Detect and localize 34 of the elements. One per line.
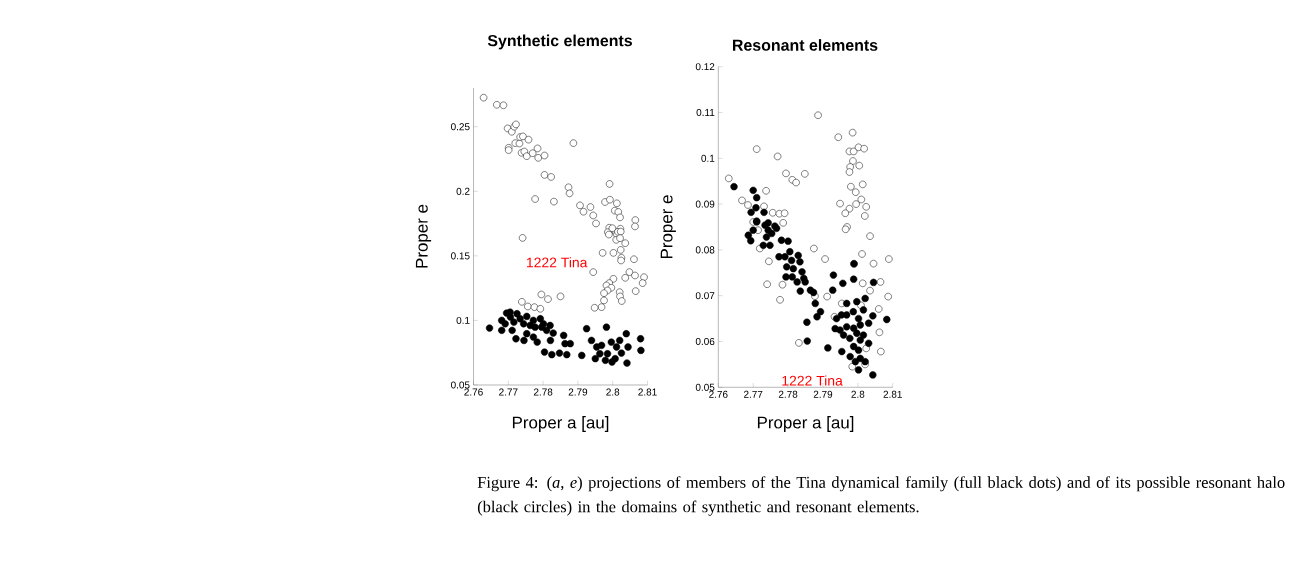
y-axis-title: Proper e — [660, 195, 676, 259]
y-tick-label: 0.11 — [696, 108, 715, 117]
y-tick-label: 0.05 — [695, 383, 715, 391]
chart-title: Resonant elements — [732, 39, 878, 51]
x-tick-label: 2.76 — [464, 388, 483, 396]
y-tick-label: 0.06 — [695, 337, 715, 346]
y-tick-label: 0.2 — [456, 187, 470, 195]
x-tick-label: 2.79 — [813, 390, 833, 398]
y-tick-label: 0.12 — [695, 63, 715, 71]
chart-title: Synthetic elements — [487, 34, 632, 50]
y-tick-label: 0.05 — [451, 381, 470, 389]
x-tick-label: 2.77 — [744, 390, 763, 398]
x-tick-label: 2.79 — [568, 388, 588, 396]
annotation: 1222 Tina — [782, 375, 843, 386]
y-tick-label: 0.1 — [456, 316, 470, 324]
y-tick-label: 0.15 — [451, 252, 470, 260]
x-axis-title: Proper a [au] — [757, 416, 854, 432]
x-tick-label: 2.81 — [883, 390, 902, 398]
x-tick-label: 2.78 — [778, 390, 798, 398]
x-tick-label: 2.78 — [533, 388, 553, 396]
caption: Figure 4: (a, e) projections of members of the Tina dynamical family (full black dots) and of its possible resonant halo (black circles) in the domains of synthetic and resonant elements. — [477, 476, 1285, 516]
y-tick-label: 0.07 — [695, 292, 715, 300]
x-tick-label: 2.81 — [638, 388, 657, 396]
y-tick-label: 0.1 — [701, 154, 715, 162]
x-tick-label: 2.8 — [851, 390, 865, 398]
y-tick-label: 0.08 — [695, 246, 715, 254]
x-tick-label: 2.77 — [499, 388, 518, 396]
annotation: 1222 Tina — [526, 257, 588, 268]
x-tick-label: 2.8 — [606, 388, 620, 396]
y-axis-title: Proper e — [415, 204, 432, 268]
x-tick-label: 2.76 — [709, 390, 728, 398]
y-tick-label: 0.09 — [695, 200, 715, 208]
y-tick-label: 0.25 — [451, 123, 470, 131]
x-axis-title: Proper a [au] — [512, 416, 609, 432]
